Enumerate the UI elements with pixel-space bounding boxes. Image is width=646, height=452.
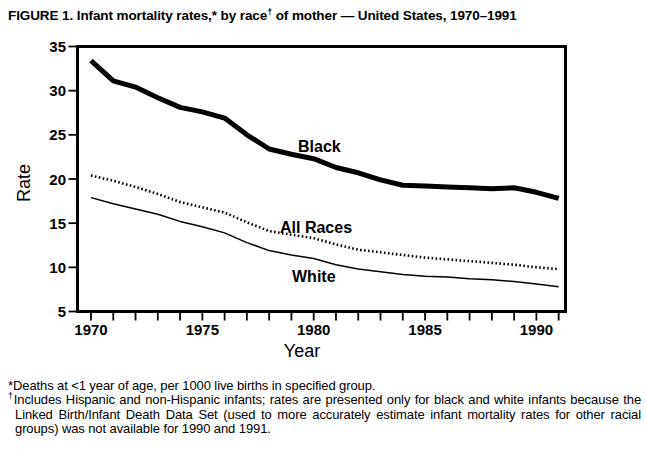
- x-tick-label: 1980: [297, 321, 330, 338]
- x-tick-label: 1990: [520, 321, 553, 338]
- series-line-black: [91, 61, 559, 199]
- y-tick-label: 10: [49, 259, 66, 276]
- y-tick-label: 5: [58, 303, 66, 320]
- x-tick-label: 1975: [186, 321, 219, 338]
- footnote-asterisk-text: Deaths at <1 year of age, per 1000 live …: [13, 378, 375, 393]
- series-label-white: White: [292, 268, 336, 285]
- x-tick-label: 1985: [408, 321, 441, 338]
- footnote-dagger-text: Includes Hispanic and non-Hispanic infan…: [14, 392, 641, 436]
- y-tick-label: 35: [49, 38, 66, 55]
- mmwr-figure-page: { "title": { "part1": "FIGURE 1. Infant …: [0, 0, 646, 452]
- line-chart: 5 10 15 20 25 30 35 1970 1975 1980 1985 1990 Rate Yea…: [0, 0, 646, 372]
- y-tick-label: 15: [49, 215, 66, 232]
- y-tick-label: 20: [49, 171, 66, 188]
- x-tick-label: 1970: [74, 321, 107, 338]
- y-axis-title: Rate: [14, 164, 34, 202]
- footnotes: *Deaths at <1 year of age, per 1000 live…: [8, 379, 641, 437]
- x-axis-title: Year: [284, 341, 320, 361]
- series-label-all-races: All Races: [280, 219, 352, 236]
- y-tick-label: 30: [49, 82, 66, 99]
- series-label-black: Black: [298, 138, 341, 155]
- y-tick-label: 25: [49, 126, 66, 143]
- footnote-dagger: †Includes Hispanic and non-Hispanic infa…: [8, 393, 641, 436]
